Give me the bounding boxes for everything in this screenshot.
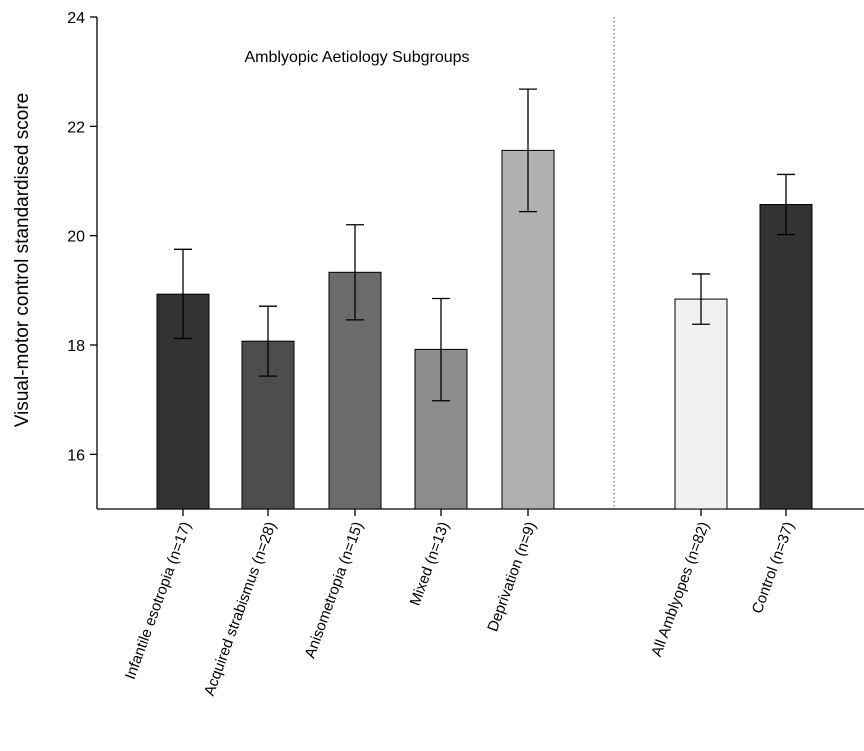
category-label: Acquired strabismus (n=28): [201, 520, 280, 699]
y-tick-label: 18: [67, 338, 85, 355]
y-tick-label: 24: [67, 10, 85, 27]
category-label: Anisometropia (n=15): [302, 520, 367, 661]
y-tick-label: 20: [67, 229, 85, 246]
y-axis-label: Visual-motor control standardised score: [12, 93, 33, 427]
category-label: Control (n=37): [749, 520, 798, 616]
chart-annotation: Amblyopic Aetiology Subgroups: [244, 49, 469, 66]
bars: [156, 149, 813, 510]
category-label: Deprivation (n=9): [484, 520, 539, 634]
category-label: Infantile esotropia (n=17): [122, 520, 195, 682]
y-ticks: 16 18 20 22 24: [67, 10, 97, 464]
axes: [96, 17, 864, 516]
bar: [759, 204, 813, 510]
y-tick-label: 16: [67, 447, 85, 464]
category-label: All Amblyopes (n=82): [648, 520, 713, 659]
category-labels: Infantile esotropia (n=17) Acquired strab…: [122, 520, 798, 699]
error-bars: [174, 88, 795, 402]
bar: [674, 298, 728, 510]
category-label: Mixed (n=13): [407, 520, 453, 608]
y-tick-label: 22: [67, 119, 85, 136]
